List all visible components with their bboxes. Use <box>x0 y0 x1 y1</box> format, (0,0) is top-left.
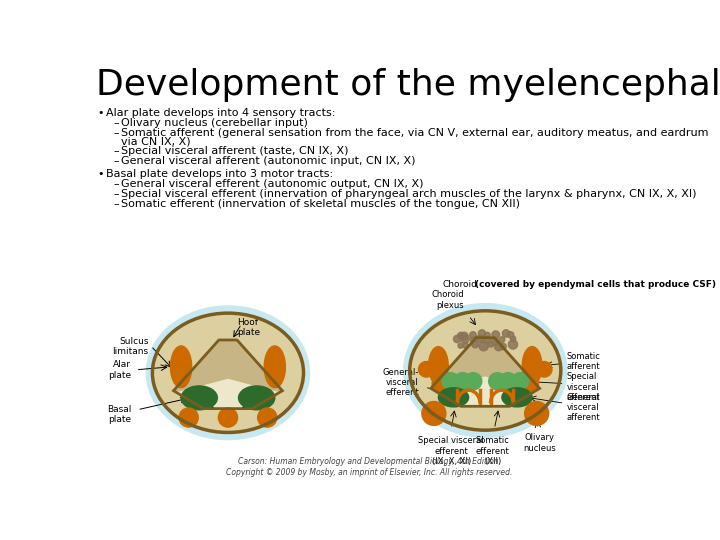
Polygon shape <box>431 338 540 388</box>
Ellipse shape <box>410 311 561 430</box>
Ellipse shape <box>428 347 449 385</box>
Text: General
visceral
afferent: General visceral afferent <box>567 393 600 422</box>
Text: Basal
plate: Basal plate <box>107 405 131 424</box>
Circle shape <box>510 336 516 341</box>
Circle shape <box>442 373 459 390</box>
Circle shape <box>484 332 490 338</box>
Text: •: • <box>98 168 104 179</box>
Circle shape <box>503 330 510 337</box>
Text: Choroid: Choroid <box>443 280 478 289</box>
Circle shape <box>458 332 464 339</box>
Circle shape <box>478 330 485 337</box>
Text: –: – <box>113 118 119 128</box>
Circle shape <box>469 332 476 339</box>
Text: Special visceral
efferent
(IX, X, XI): Special visceral efferent (IX, X, XI) <box>418 436 484 466</box>
Circle shape <box>492 338 499 345</box>
Circle shape <box>500 343 506 349</box>
Text: Choroid
plexus: Choroid plexus <box>431 290 464 309</box>
Circle shape <box>508 332 514 338</box>
Ellipse shape <box>438 388 469 407</box>
Text: Somatic afferent (general sensation from the face, via CN V, external ear, audit: Somatic afferent (general sensation from… <box>121 128 708 138</box>
Circle shape <box>422 402 446 426</box>
Circle shape <box>418 362 434 377</box>
Circle shape <box>489 342 493 347</box>
Circle shape <box>523 376 539 392</box>
Circle shape <box>179 408 198 427</box>
Circle shape <box>479 342 488 351</box>
Circle shape <box>470 337 476 342</box>
Circle shape <box>492 331 500 339</box>
Text: Special
visceral
afferent: Special visceral afferent <box>567 372 600 402</box>
Text: Alar plate develops into 4 sensory tracts:: Alar plate develops into 4 sensory tract… <box>106 108 335 118</box>
Text: Fourth ventricle: Fourth ventricle <box>189 371 266 381</box>
Polygon shape <box>431 338 540 406</box>
Text: Basal plate develops into 3 motor tracts:: Basal plate develops into 3 motor tracts… <box>106 168 333 179</box>
Polygon shape <box>174 340 282 391</box>
Circle shape <box>511 373 528 390</box>
Ellipse shape <box>502 388 532 407</box>
Ellipse shape <box>264 346 285 388</box>
Circle shape <box>464 373 482 390</box>
Text: –: – <box>113 199 119 209</box>
Circle shape <box>454 373 471 390</box>
Text: Hoof
plate: Hoof plate <box>237 318 260 338</box>
Circle shape <box>432 376 448 392</box>
Text: –: – <box>113 157 119 166</box>
Circle shape <box>461 335 469 343</box>
Circle shape <box>536 362 552 377</box>
Polygon shape <box>174 340 282 409</box>
Text: General visceral afferent (autonomic input, CN IX, X): General visceral afferent (autonomic inp… <box>121 157 415 166</box>
Text: Somatic efferent (innervation of skeletal muscles of the tongue, CN XII): Somatic efferent (innervation of skeleta… <box>121 199 520 209</box>
Text: via CN IX, X): via CN IX, X) <box>121 137 191 146</box>
Circle shape <box>258 408 277 427</box>
Circle shape <box>458 343 463 348</box>
Ellipse shape <box>153 313 304 433</box>
Circle shape <box>499 373 516 390</box>
Circle shape <box>495 342 503 351</box>
Text: Sulcus
limitans: Sulcus limitans <box>112 337 148 356</box>
Circle shape <box>218 408 238 427</box>
Circle shape <box>476 335 484 342</box>
Circle shape <box>489 373 506 390</box>
Text: Development of the myelencephalon: Development of the myelencephalon <box>96 68 720 102</box>
Ellipse shape <box>238 386 275 410</box>
Text: •: • <box>98 108 104 118</box>
Text: Alar
plate: Alar plate <box>108 360 131 380</box>
Text: Carson: Human Embryology and Developmental Biology, 4th Edition.
Copyright © 200: Carson: Human Embryology and Development… <box>226 457 512 477</box>
Text: Somatic
afferent: Somatic afferent <box>567 352 600 371</box>
Text: General visceral efferent (autonomic output, CN IX, X): General visceral efferent (autonomic out… <box>121 179 423 189</box>
Text: –: – <box>113 146 119 157</box>
Text: Special visceral afferent (taste, CN IX, X): Special visceral afferent (taste, CN IX,… <box>121 146 348 157</box>
Circle shape <box>525 402 549 426</box>
Text: –: – <box>113 128 119 138</box>
Text: Olivary nucleus (cerebellar input): Olivary nucleus (cerebellar input) <box>121 118 308 128</box>
Circle shape <box>499 337 505 342</box>
Text: Special visceral efferent (innervation of pharyngeal arch muscles of the larynx : Special visceral efferent (innervation o… <box>121 189 696 199</box>
Circle shape <box>508 340 518 349</box>
Text: –: – <box>113 189 119 199</box>
Circle shape <box>472 341 479 348</box>
Circle shape <box>484 337 490 343</box>
Text: (covered by ependymal cells that produce CSF): (covered by ependymal cells that produce… <box>475 280 716 289</box>
Ellipse shape <box>181 386 217 410</box>
Ellipse shape <box>146 306 310 440</box>
Ellipse shape <box>404 303 567 437</box>
Text: Olivary
nucleus: Olivary nucleus <box>523 433 556 453</box>
Text: –: – <box>113 179 119 189</box>
Circle shape <box>463 343 468 348</box>
Ellipse shape <box>522 347 542 385</box>
Circle shape <box>460 332 468 340</box>
Text: Somatic
efferent
(XII): Somatic efferent (XII) <box>476 436 510 466</box>
Text: General-
visceral
efferent: General- visceral efferent <box>382 368 419 397</box>
Ellipse shape <box>171 346 192 388</box>
Circle shape <box>454 335 461 343</box>
